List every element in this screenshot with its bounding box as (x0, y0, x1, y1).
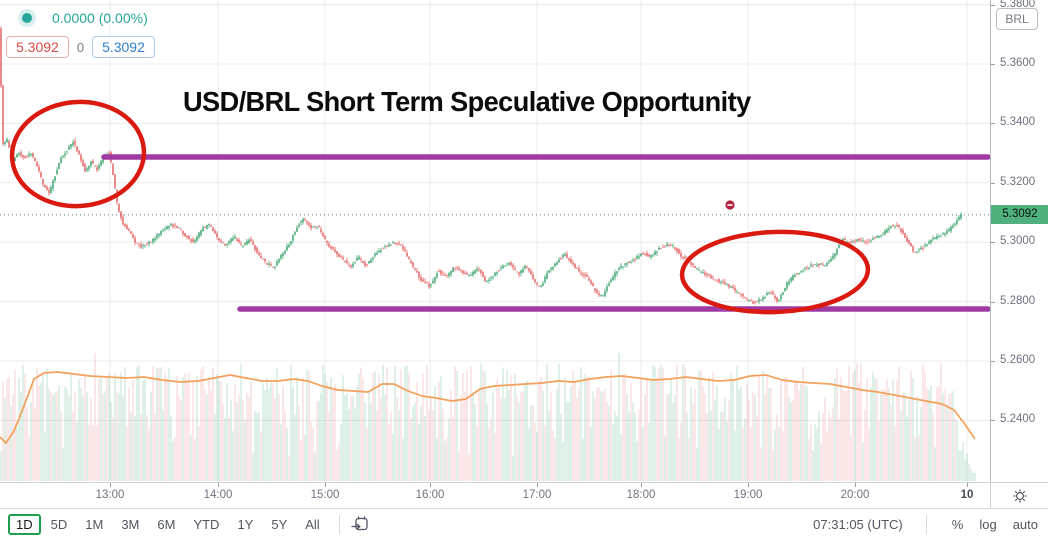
time-tick-label: 19:00 (733, 489, 763, 501)
time-tick-mark (967, 483, 968, 487)
last-price-label: 5.3092 (991, 205, 1048, 224)
range-button-5y[interactable]: 5Y (271, 516, 288, 532)
price-tick-mark (991, 183, 995, 184)
time-tick-label: 16:00 (415, 489, 445, 501)
bid-ask-row: 5.3092 0 5.3092 (6, 36, 155, 58)
price-scale-settings-corner[interactable] (990, 482, 1048, 509)
time-tick-mark (537, 483, 538, 487)
range-button-5d[interactable]: 5D (50, 516, 68, 532)
price-tick-label: 5.2800 (1000, 295, 1036, 307)
time-tick-mark (325, 483, 326, 487)
alert-marker-icon[interactable] (725, 200, 735, 210)
auto-scale-button[interactable]: auto (1012, 516, 1038, 532)
chart-plot-area[interactable]: USD/BRL Short Term Speculative Opportuni… (0, 0, 990, 482)
date-range-group: 1D 5D 1M 3M 6M YTD 1Y 5Y All (0, 513, 371, 535)
currency-unit-button[interactable]: BRL (996, 8, 1038, 30)
time-tick-mark (641, 483, 642, 487)
chart-annotation-title: USD/BRL Short Term Speculative Opportuni… (183, 86, 751, 117)
price-tick-mark (991, 420, 995, 421)
highlight-ellipse-2[interactable] (679, 229, 871, 315)
price-tick-label: 5.3600 (1000, 57, 1036, 69)
price-tick-label: 5.3000 (1000, 235, 1036, 247)
price-tick-mark (991, 64, 995, 65)
spread-value: 0 (76, 39, 85, 55)
price-tick-label: 5.2400 (1000, 413, 1036, 425)
time-tick-mark (748, 483, 749, 487)
toolbar-divider (925, 514, 927, 534)
time-tick-mark (430, 483, 431, 487)
symbol-legend: 0.0000 (0.00%) 5.3092 0 5.3092 (6, 6, 155, 58)
price-tick-mark (991, 123, 995, 124)
price-tick-mark (991, 242, 995, 243)
time-tick-label: 14:00 (203, 489, 233, 501)
time-tick-label: 18:00 (626, 489, 656, 501)
time-tick-label: 17:00 (522, 489, 552, 501)
legend-change-row: 0.0000 (0.00%) (6, 6, 155, 30)
utc-clock[interactable]: 07:31:05 (UTC) (813, 516, 903, 532)
time-tick-mark (110, 483, 111, 487)
range-button-all[interactable]: All (305, 516, 320, 532)
time-tick-label: 13:00 (95, 489, 125, 501)
price-tick-label: 5.3800 (1000, 0, 1036, 10)
candlestick-chart-canvas (0, 0, 990, 482)
range-button-1m[interactable]: 1M (85, 516, 104, 532)
time-tick-label: 10 (960, 489, 974, 501)
range-button-ytd[interactable]: YTD (193, 516, 220, 532)
price-tick-mark (991, 302, 995, 303)
time-tick-label: 15:00 (310, 489, 340, 501)
range-button-1d[interactable]: 1D (8, 513, 41, 535)
sell-price-button[interactable]: 5.3092 (6, 36, 69, 58)
price-tick-mark (991, 5, 995, 6)
toolbar-divider (338, 514, 340, 534)
time-tick-mark (855, 483, 856, 487)
range-button-1y[interactable]: 1Y (237, 516, 254, 532)
price-tick-label: 5.2600 (1000, 354, 1036, 366)
time-axis[interactable]: 13:00 14:00 15:00 16:00 17:00 18:00 19:00 20:00… (0, 482, 990, 509)
chart-settings-sun-icon[interactable] (1012, 488, 1028, 504)
price-tick-label: 5.3400 (1000, 116, 1036, 128)
range-button-6m[interactable]: 6M (157, 516, 176, 532)
percent-scale-button[interactable]: % (951, 516, 964, 532)
price-axis[interactable]: BRL 5.3092 5.3800 5.3600 5.3400 5.3200 5.300… (990, 0, 1048, 482)
series-bullet-icon (22, 13, 32, 23)
price-tick-label: 5.3200 (1000, 176, 1036, 188)
time-tick-mark (218, 483, 219, 487)
time-tick-label: 20:00 (840, 489, 870, 501)
price-change-text: 0.0000 (0.00%) (52, 10, 148, 26)
price-tick-mark (991, 361, 995, 362)
buy-price-button[interactable]: 5.3092 (92, 36, 155, 58)
scale-controls-group: 07:31:05 (UTC) % log auto (813, 514, 1048, 534)
go-to-date-icon[interactable] (349, 513, 371, 535)
bottom-toolbar: 1D 5D 1M 3M 6M YTD 1Y 5Y All 07:31:05 (U… (0, 508, 1048, 539)
range-button-3m[interactable]: 3M (121, 516, 140, 532)
log-scale-button[interactable]: log (979, 516, 997, 532)
highlight-ellipse-1[interactable] (9, 98, 148, 211)
